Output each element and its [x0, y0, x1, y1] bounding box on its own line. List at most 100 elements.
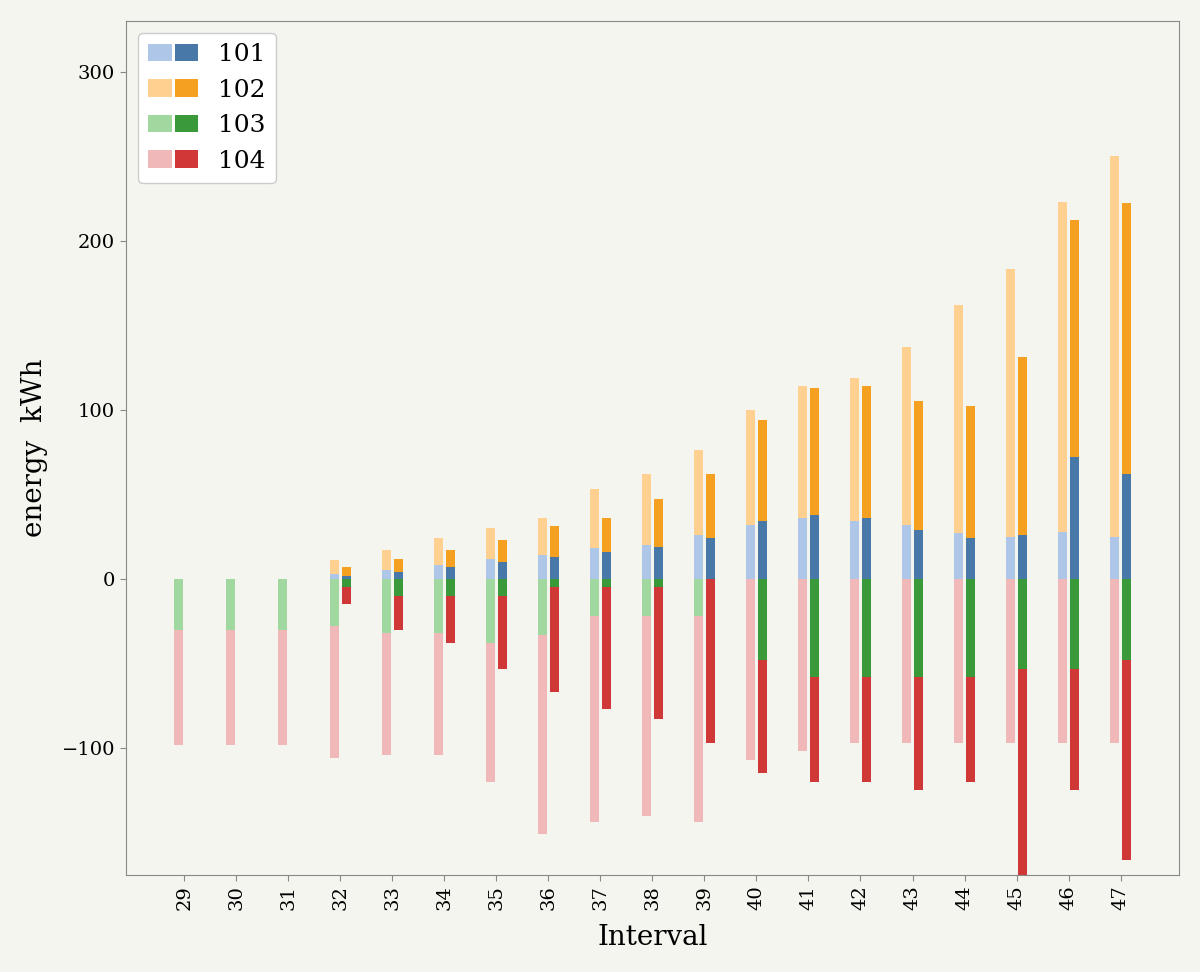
Bar — [694, 450, 703, 535]
Bar — [862, 677, 871, 781]
Bar — [486, 559, 496, 579]
Bar — [550, 527, 559, 557]
Bar — [862, 386, 871, 518]
Bar — [862, 518, 871, 579]
Bar — [498, 579, 506, 596]
Bar — [550, 557, 559, 579]
Bar — [330, 573, 338, 579]
Legend: 101, 102, 103, 104: 101, 102, 103, 104 — [138, 33, 276, 183]
Bar — [445, 567, 455, 579]
Bar — [798, 518, 808, 579]
Bar — [394, 573, 403, 579]
Bar — [445, 579, 455, 596]
Bar — [1018, 358, 1027, 535]
Bar — [1122, 660, 1132, 859]
Bar — [538, 635, 547, 834]
Bar — [914, 401, 923, 530]
Bar — [757, 579, 767, 660]
Bar — [694, 579, 703, 616]
Y-axis label: energy  kWh: energy kWh — [20, 359, 48, 538]
Bar — [342, 575, 350, 579]
Bar — [1006, 579, 1015, 743]
Bar — [850, 579, 859, 743]
Bar — [1006, 269, 1015, 537]
Bar — [382, 571, 391, 579]
Bar — [433, 633, 443, 755]
Bar — [538, 579, 547, 635]
Bar — [601, 587, 611, 710]
Bar — [706, 474, 715, 538]
Bar — [498, 562, 506, 579]
Bar — [277, 579, 287, 630]
Bar — [498, 596, 506, 669]
Bar — [810, 514, 820, 579]
Bar — [902, 347, 911, 525]
Bar — [433, 579, 443, 633]
Bar — [1018, 535, 1027, 579]
Bar — [954, 534, 964, 579]
Bar — [966, 677, 976, 781]
Bar — [902, 579, 911, 743]
Bar — [226, 579, 235, 630]
Bar — [642, 545, 652, 579]
Bar — [589, 489, 599, 548]
Bar — [694, 535, 703, 579]
Bar — [174, 579, 182, 630]
Bar — [486, 579, 496, 643]
Bar — [642, 579, 652, 616]
Bar — [498, 540, 506, 562]
Bar — [850, 521, 859, 579]
Bar — [445, 596, 455, 643]
Bar — [810, 677, 820, 781]
Bar — [810, 388, 820, 514]
Bar — [589, 579, 599, 616]
Bar — [745, 410, 755, 525]
Bar — [1070, 669, 1079, 790]
Bar — [914, 579, 923, 677]
Bar — [1110, 537, 1120, 579]
Bar — [1070, 457, 1079, 579]
Bar — [1122, 579, 1132, 660]
Bar — [1018, 669, 1027, 880]
Bar — [654, 579, 664, 587]
Bar — [1070, 221, 1079, 457]
Bar — [601, 579, 611, 587]
Bar — [538, 555, 547, 579]
Bar — [1058, 202, 1067, 532]
Bar — [226, 630, 235, 745]
Bar — [433, 538, 443, 566]
Bar — [382, 550, 391, 571]
Bar — [1058, 579, 1067, 743]
Bar — [1122, 474, 1132, 579]
Bar — [486, 643, 496, 781]
Bar — [954, 579, 964, 743]
Bar — [850, 378, 859, 521]
Bar — [810, 579, 820, 677]
X-axis label: Interval: Interval — [598, 924, 708, 952]
Bar — [966, 579, 976, 677]
Bar — [914, 530, 923, 579]
Bar — [330, 626, 338, 758]
Bar — [902, 525, 911, 579]
Bar — [433, 566, 443, 579]
Bar — [745, 579, 755, 760]
Bar — [550, 579, 559, 587]
Bar — [966, 406, 976, 538]
Bar — [342, 587, 350, 605]
Bar — [550, 587, 559, 692]
Bar — [862, 579, 871, 677]
Bar — [654, 500, 664, 547]
Bar — [342, 567, 350, 575]
Bar — [601, 552, 611, 579]
Bar — [966, 538, 976, 579]
Bar — [757, 521, 767, 579]
Bar — [394, 596, 403, 630]
Bar — [798, 386, 808, 518]
Bar — [394, 559, 403, 573]
Bar — [745, 525, 755, 579]
Bar — [174, 630, 182, 745]
Bar — [601, 518, 611, 552]
Bar — [654, 547, 664, 579]
Bar — [330, 579, 338, 626]
Bar — [394, 579, 403, 596]
